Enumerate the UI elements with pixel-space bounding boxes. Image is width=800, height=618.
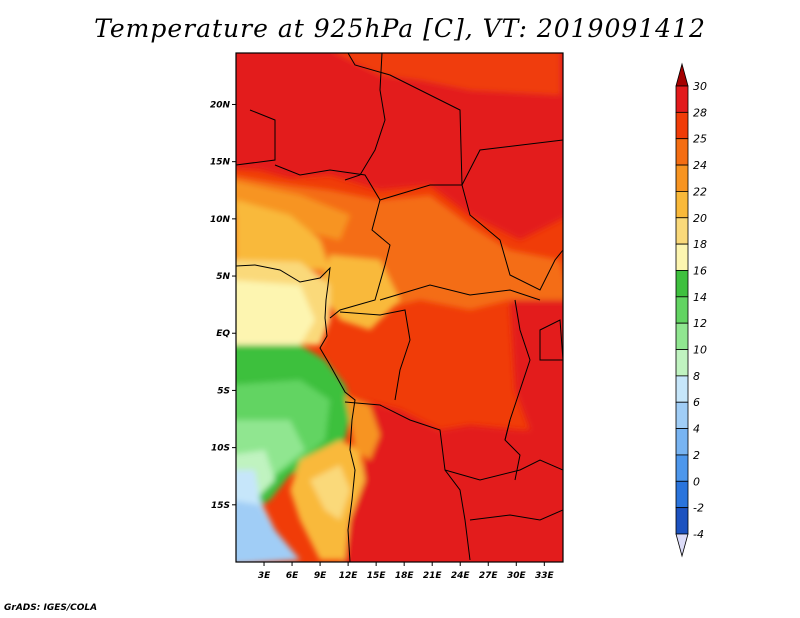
lon-label: 12E xyxy=(339,571,359,581)
colorbar-box xyxy=(675,243,689,271)
lon-label: 24E xyxy=(451,571,471,581)
colorbar-label: 25 xyxy=(693,133,707,146)
lat-label: 15N xyxy=(210,158,231,168)
colorbar-label: 4 xyxy=(693,423,700,436)
temperature-field xyxy=(236,53,563,562)
colorbar-label: 28 xyxy=(693,106,707,119)
country-borders xyxy=(236,53,563,562)
colorbar-box xyxy=(675,111,689,140)
chart-title: Temperature at 925hPa [C], VT: 201909141… xyxy=(94,14,706,43)
colorbar-label: 0 xyxy=(693,475,700,488)
colorbar-label: 8 xyxy=(693,370,700,383)
colorbar-box xyxy=(675,349,689,377)
lat-label: 5N xyxy=(216,272,230,282)
colorbar-box xyxy=(675,217,689,245)
colorbar-label: 20 xyxy=(693,212,707,225)
colorbar-label: 14 xyxy=(693,291,707,304)
colorbar-box xyxy=(675,322,689,350)
colorbar-box xyxy=(675,138,689,166)
colorbar-label: -2 xyxy=(693,502,704,515)
colorbar-box xyxy=(675,454,689,482)
latitude-axis: 20N 15N 10N 5N EQ 5S 10S 15S xyxy=(210,100,236,511)
lon-label: 3E xyxy=(258,571,271,581)
colorbar-label: 24 xyxy=(693,159,707,172)
lat-label: 5S xyxy=(217,386,230,396)
colorbar-bottom-triangle xyxy=(675,533,689,558)
colorbar-box xyxy=(675,375,689,403)
longitude-axis: 3E 6E 9E 12E 15E 18E 21E 24E 27E 30E 33E xyxy=(258,562,555,581)
lon-label: 30E xyxy=(507,571,527,581)
colorbar-label: 16 xyxy=(693,264,707,277)
colorbar-label: -4 xyxy=(693,528,704,541)
colorbar-box xyxy=(675,296,689,324)
lat-label: EQ xyxy=(216,329,230,339)
map-frame xyxy=(235,52,564,563)
colorbar-box xyxy=(675,270,689,298)
colorbar-label: 10 xyxy=(693,344,707,357)
lon-label: 9E xyxy=(314,571,327,581)
colorbar-box xyxy=(675,191,689,219)
colorbar-box xyxy=(675,164,689,192)
colorbar-label: 6 xyxy=(693,396,700,409)
colorbar-box xyxy=(675,85,689,113)
lon-label: 15E xyxy=(367,571,387,581)
lon-label: 21E xyxy=(423,571,443,581)
lat-label: 10S xyxy=(211,444,230,454)
grads-credit: GrADS: IGES/COLA xyxy=(4,603,98,613)
lat-label: 15S xyxy=(211,501,230,511)
lon-label: 33E xyxy=(535,571,555,581)
lat-label: 10N xyxy=(210,215,231,225)
colorbar-label: 22 xyxy=(693,185,707,198)
colorbar-label: 30 xyxy=(693,80,707,93)
colorbar-box xyxy=(675,480,689,509)
colorbar-box xyxy=(675,507,689,535)
colorbar-label: 2 xyxy=(693,449,700,462)
lat-label: 20N xyxy=(210,100,231,110)
lon-label: 27E xyxy=(479,571,499,581)
lon-label: 6E xyxy=(286,571,299,581)
colorbar-label: 12 xyxy=(693,317,707,330)
lon-label: 18E xyxy=(395,571,415,581)
colorbar-box xyxy=(675,428,689,456)
colorbar-box xyxy=(675,401,689,429)
colorbar-top-triangle xyxy=(675,62,689,87)
colorbar-label: 18 xyxy=(693,238,707,251)
